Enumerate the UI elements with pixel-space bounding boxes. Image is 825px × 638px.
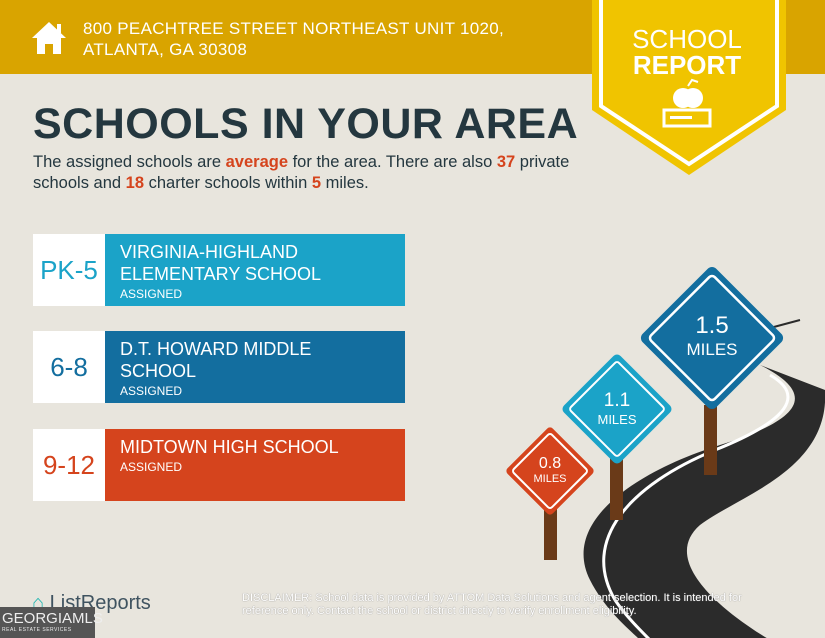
school-status: ASSIGNED bbox=[120, 287, 183, 301]
sign-1-1-miles bbox=[562, 354, 672, 464]
disclaimer: DISCLAIMER: School data is provided by A… bbox=[242, 592, 742, 617]
school-report-badge bbox=[592, 0, 786, 175]
sign-0-8-miles bbox=[506, 427, 594, 515]
home-icon bbox=[32, 22, 66, 54]
badge-title: SCHOOL REPORT bbox=[632, 24, 742, 80]
page-title: SCHOOLS IN YOUR AREA bbox=[33, 100, 579, 148]
school-name: VIRGINIA-HIGHLAND ELEMENTARY SCHOOL bbox=[120, 242, 322, 284]
grade-range: 6-8 bbox=[33, 331, 105, 403]
school-name: MIDTOWN HIGH SCHOOL bbox=[120, 437, 339, 457]
apple-book-icon bbox=[662, 78, 712, 128]
grade-range: PK-5 bbox=[33, 234, 105, 306]
school-card-elementary: PK-5 VIRGINIA-HIGHLAND ELEMENTARY SCHOOL… bbox=[33, 234, 405, 306]
sign-label: 1.1 MILES bbox=[597, 390, 637, 427]
grade-range: 9-12 bbox=[33, 429, 105, 501]
property-address: 800 PEACHTREE STREET NORTHEAST UNIT 1020… bbox=[83, 19, 505, 59]
sign-label: 0.8 MILES bbox=[533, 455, 567, 485]
school-name: D.T. HOWARD MIDDLE SCHOOL bbox=[120, 339, 312, 381]
georgia-mls-logo: GEORGIAMLS REAL ESTATE SERVICES bbox=[0, 607, 103, 638]
school-status: ASSIGNED bbox=[120, 384, 183, 398]
sign-1-5-miles bbox=[640, 266, 784, 410]
sign-label: 1.5 MILES bbox=[686, 312, 738, 359]
school-card-high: 9-12 MIDTOWN HIGH SCHOOL ASSIGNED bbox=[33, 429, 405, 501]
school-card-middle: 6-8 D.T. HOWARD MIDDLE SCHOOL ASSIGNED bbox=[33, 331, 405, 403]
school-status: ASSIGNED bbox=[120, 460, 183, 474]
intro-text: The assigned schools are average for the… bbox=[33, 153, 570, 192]
